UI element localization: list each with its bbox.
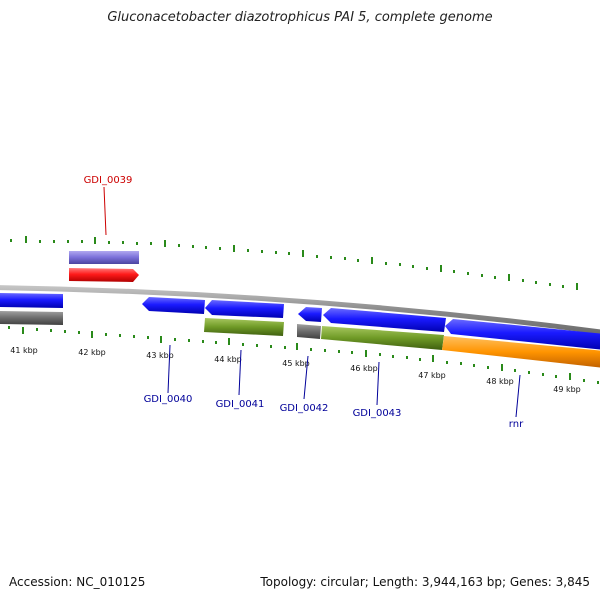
- feature-track-lower: [0, 311, 600, 368]
- gene-label-gdi-0041[interactable]: GDI_0041: [216, 399, 265, 410]
- accession-text: Accession: NC_010125: [9, 575, 146, 589]
- cds-gdi-0043[interactable]: [323, 308, 446, 332]
- cds-gdi-0042[interactable]: [298, 307, 322, 322]
- trna-gdi-0039[interactable]: [69, 268, 139, 282]
- scale-label: 41 kbp: [10, 346, 38, 355]
- upper-tick-ring: [10, 236, 578, 290]
- cds-left-edge[interactable]: [0, 293, 63, 308]
- gene-label-gdi-0040[interactable]: GDI_0040: [144, 394, 193, 405]
- cds-gdi-0040[interactable]: [142, 297, 205, 314]
- gray-feature-left: [0, 311, 63, 325]
- scale-label: 43 kbp: [146, 351, 174, 360]
- gene-label-rnr[interactable]: rnr: [509, 419, 524, 430]
- green-feature-gdi-0041: [204, 318, 284, 336]
- genome-backbone: [0, 285, 600, 335]
- minus-strand-cds-track: [0, 293, 600, 350]
- cds-gdi-0041[interactable]: [205, 300, 284, 318]
- scale-label: 48 kbp: [486, 377, 514, 386]
- scale-label: 47 kbp: [418, 371, 446, 380]
- gene-labels: GDI_0039 GDI_0040 GDI_0041 GDI_0042 GDI_…: [84, 175, 525, 430]
- scale-label: 44 kbp: [214, 355, 242, 364]
- map-title: Gluconacetobacter diazotrophicus PAI 5, …: [107, 10, 493, 25]
- label-leaders: [103, 186, 521, 418]
- orange-feature-rnr: [442, 336, 600, 368]
- scale-label: 46 kbp: [350, 364, 378, 373]
- gene-label-gdi-0039[interactable]: GDI_0039: [84, 175, 133, 186]
- gene-label-gdi-0042[interactable]: GDI_0042: [280, 403, 329, 414]
- scale-label: 42 kbp: [78, 348, 106, 357]
- genome-info-text: Topology: circular; Length: 3,944,163 bp…: [260, 575, 590, 589]
- cds-rnr[interactable]: [445, 319, 600, 350]
- scale-labels: 41 kbp 42 kbp 43 kbp 44 kbp 45 kbp 46 kb…: [10, 346, 581, 394]
- lower-tick-ring: [8, 326, 599, 384]
- gene-label-gdi-0043[interactable]: GDI_0043: [353, 408, 402, 419]
- green-feature-gdi-0043: [321, 326, 444, 350]
- misc-feature-gdi-0039: [69, 251, 139, 264]
- scale-label: 49 kbp: [553, 385, 581, 394]
- scale-label: 45 kbp: [282, 359, 310, 368]
- gray-feature-gdi-0042: [297, 324, 321, 339]
